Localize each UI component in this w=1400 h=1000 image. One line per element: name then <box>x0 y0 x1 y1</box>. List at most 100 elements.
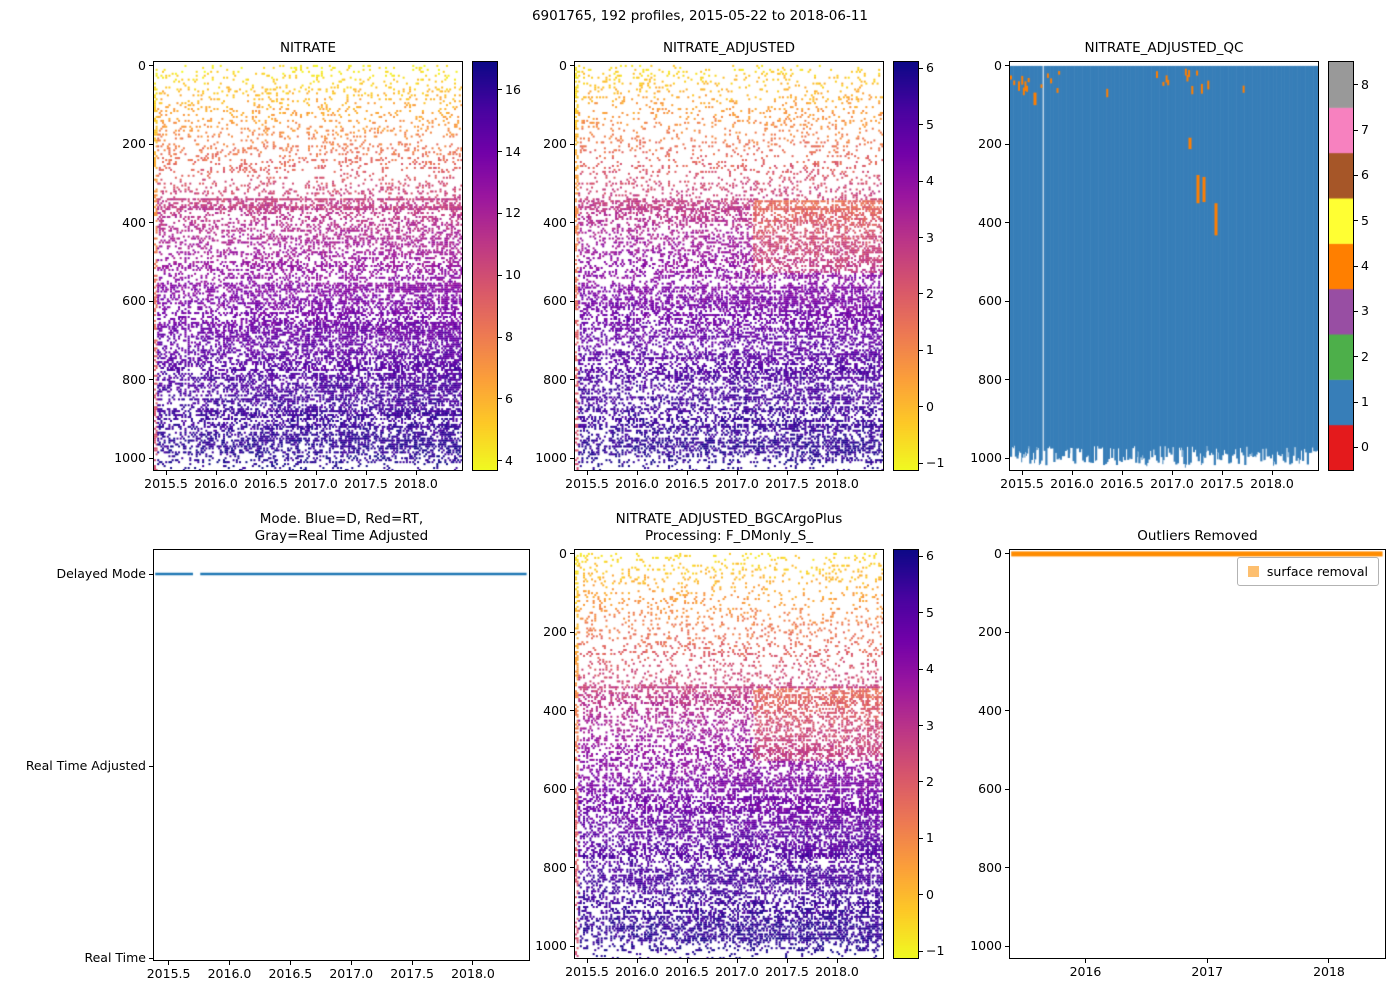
y-tick-label: 600 <box>978 781 1002 797</box>
tick-mark <box>919 555 923 557</box>
y-tick-label: 600 <box>122 293 146 309</box>
y-tick-label: 0 <box>994 57 1002 73</box>
tick-mark <box>570 788 574 790</box>
tick-mark <box>570 631 574 633</box>
x-tick-label: 2017.5 <box>344 476 388 491</box>
plot-nitrate-axes <box>153 61 463 471</box>
tick-mark <box>736 959 738 963</box>
colorbar-tick-label: 12 <box>505 205 521 221</box>
tick-mark <box>919 725 923 726</box>
plot-nitrate-adjusted-qc-colorbar <box>1328 61 1354 471</box>
colorbar-tick-label: 4 <box>926 173 934 189</box>
tick-mark <box>1005 143 1009 145</box>
tick-mark <box>919 612 923 614</box>
y-tick-label: 200 <box>978 136 1002 152</box>
plot-outliers-removed-title: Outliers Removed <box>1137 527 1258 544</box>
tick-mark <box>1354 356 1358 358</box>
y-tick-label: 0 <box>559 57 567 73</box>
x-tick-label: 2017.0 <box>1150 476 1194 491</box>
colorbar-tick-label: 2 <box>1361 348 1369 364</box>
plot-nitrate-adjusted-axes <box>574 61 884 471</box>
tick-mark <box>1271 471 1273 475</box>
colorbar-tick-label: −1 <box>926 943 945 959</box>
tick-mark <box>636 959 638 963</box>
plot-nitrate-colorbar-canvas <box>473 62 497 470</box>
tick-mark <box>1005 867 1009 869</box>
y-tick-label: 400 <box>543 702 567 718</box>
tick-mark <box>472 961 474 965</box>
plot-mode-title: Mode. Blue=D, Red=RT, Gray=Real Time Adj… <box>254 511 429 544</box>
x-tick-label: 2017.0 <box>715 964 759 979</box>
y-tick-label: 1000 <box>535 450 567 466</box>
plot-mode-axes <box>153 549 530 961</box>
colorbar-tick-label: 0 <box>926 398 934 414</box>
x-tick-label: 2016.5 <box>268 966 313 981</box>
plot-mode-canvas <box>154 550 529 960</box>
colorbar-tick-label: 16 <box>505 81 521 97</box>
colorbar-tick-label: 1 <box>926 342 934 358</box>
plot-nitrate-adjusted-colorbar <box>893 61 919 471</box>
tick-mark <box>919 124 923 126</box>
x-tick-label: 2015.5 <box>565 476 609 491</box>
x-tick-label: 2016.0 <box>207 966 252 981</box>
plot-bgcargoplus-colorbar-canvas <box>894 550 918 958</box>
tick-mark <box>570 300 574 302</box>
plot-nitrate-canvas <box>154 62 462 470</box>
tick-mark <box>498 336 502 338</box>
tick-mark <box>289 961 291 965</box>
plot-bgcargoplus-colorbar <box>893 549 919 959</box>
tick-mark <box>570 710 574 712</box>
tick-mark <box>1021 471 1023 475</box>
tick-mark <box>786 959 788 963</box>
y-category-label: Real Time Adjusted <box>25 758 146 773</box>
x-tick-label: 2018.0 <box>1250 476 1294 491</box>
y-tick-label: 800 <box>543 859 567 875</box>
tick-mark <box>570 553 574 555</box>
legend-label-surface-removal: surface removal <box>1266 564 1368 579</box>
plot-bgcargoplus-canvas <box>575 550 883 958</box>
legend: surface removal <box>1236 557 1379 586</box>
plot-nitrate-adjusted-canvas <box>575 62 883 470</box>
colorbar-tick-label: 6 <box>505 390 513 406</box>
y-tick-label: 200 <box>978 624 1002 640</box>
tick-mark <box>228 961 230 965</box>
y-tick-label: 0 <box>138 57 146 73</box>
plot-nitrate-adjusted-qc-title: NITRATE_ADJUSTED_QC <box>1084 39 1244 56</box>
tick-mark <box>836 959 838 963</box>
tick-mark <box>149 65 153 67</box>
x-tick-label: 2016.0 <box>194 476 238 491</box>
tick-mark <box>1354 220 1358 222</box>
colorbar-tick-label: 6 <box>1361 167 1369 183</box>
y-tick-label: 0 <box>994 545 1002 561</box>
y-tick-label: 1000 <box>970 450 1002 466</box>
tick-mark <box>586 959 588 963</box>
colorbar-tick-label: 5 <box>926 116 934 132</box>
colorbar-tick-label: 3 <box>1361 303 1369 319</box>
tick-mark <box>570 143 574 145</box>
tick-mark <box>498 274 502 276</box>
y-tick-label: 1000 <box>114 450 146 466</box>
colorbar-tick-label: 6 <box>926 60 934 76</box>
x-tick-label: 2017.5 <box>1200 476 1244 491</box>
x-tick-label: 2016.5 <box>1100 476 1144 491</box>
tick-mark <box>149 379 153 381</box>
y-tick-label: 600 <box>543 293 567 309</box>
tick-mark <box>165 471 167 475</box>
tick-mark <box>315 471 317 475</box>
x-tick-label: 2017.0 <box>294 476 338 491</box>
y-tick-label: 400 <box>543 214 567 230</box>
tick-mark <box>1354 129 1358 131</box>
y-tick-label: 800 <box>122 371 146 387</box>
y-tick-label: 400 <box>978 702 1002 718</box>
y-tick-label: 400 <box>122 214 146 230</box>
colorbar-tick-label: 3 <box>926 717 934 733</box>
tick-mark <box>1005 945 1009 947</box>
tick-mark <box>1171 471 1173 475</box>
tick-mark <box>919 67 923 69</box>
x-tick-label: 2016.5 <box>665 964 709 979</box>
plot-nitrate-adjusted-title: NITRATE_ADJUSTED <box>662 39 796 56</box>
colorbar-tick-label: 4 <box>1361 258 1369 273</box>
tick-mark <box>919 462 923 464</box>
colorbar-tick-label: 2 <box>926 773 934 789</box>
